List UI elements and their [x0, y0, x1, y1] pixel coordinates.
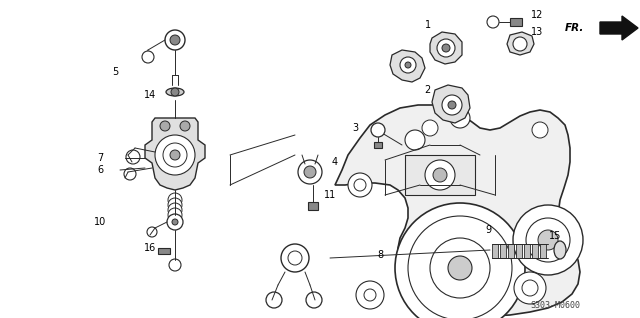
- Polygon shape: [405, 155, 475, 195]
- Polygon shape: [492, 244, 498, 258]
- Circle shape: [126, 150, 140, 164]
- Circle shape: [298, 160, 322, 184]
- Polygon shape: [600, 16, 638, 40]
- Circle shape: [171, 88, 179, 96]
- Text: 13: 13: [531, 27, 543, 37]
- Circle shape: [160, 121, 170, 131]
- Circle shape: [522, 280, 538, 296]
- Polygon shape: [374, 142, 382, 148]
- Polygon shape: [508, 244, 514, 258]
- Circle shape: [147, 227, 157, 237]
- Text: 5: 5: [112, 67, 118, 77]
- Ellipse shape: [554, 241, 566, 259]
- Polygon shape: [532, 244, 538, 258]
- Circle shape: [395, 203, 525, 318]
- Text: 14: 14: [144, 90, 156, 100]
- Circle shape: [371, 123, 385, 137]
- Circle shape: [448, 256, 472, 280]
- Circle shape: [513, 37, 527, 51]
- Circle shape: [364, 289, 376, 301]
- Circle shape: [425, 160, 455, 190]
- Circle shape: [422, 120, 438, 136]
- Circle shape: [281, 244, 309, 272]
- Polygon shape: [432, 85, 470, 123]
- Circle shape: [155, 135, 195, 175]
- Circle shape: [142, 51, 154, 63]
- Circle shape: [538, 230, 558, 250]
- Circle shape: [168, 203, 182, 217]
- Circle shape: [306, 292, 322, 308]
- Ellipse shape: [166, 88, 184, 96]
- Circle shape: [168, 193, 182, 207]
- Circle shape: [172, 219, 178, 225]
- Circle shape: [180, 121, 190, 131]
- Circle shape: [167, 214, 183, 230]
- Polygon shape: [158, 248, 170, 254]
- Circle shape: [348, 173, 372, 197]
- Circle shape: [437, 39, 455, 57]
- Circle shape: [170, 35, 180, 45]
- Circle shape: [124, 168, 136, 180]
- Circle shape: [450, 108, 470, 128]
- Circle shape: [442, 95, 462, 115]
- Circle shape: [433, 168, 447, 182]
- Circle shape: [165, 30, 185, 50]
- Circle shape: [356, 281, 384, 309]
- Circle shape: [170, 150, 180, 160]
- Text: 8: 8: [377, 250, 383, 260]
- Text: 7: 7: [97, 153, 103, 163]
- Text: 1: 1: [425, 20, 431, 30]
- Circle shape: [405, 130, 425, 150]
- Circle shape: [526, 218, 570, 262]
- Text: 3: 3: [352, 123, 358, 133]
- Circle shape: [288, 251, 302, 265]
- Circle shape: [266, 292, 282, 308]
- Polygon shape: [524, 244, 530, 258]
- Text: 11: 11: [324, 190, 336, 200]
- Text: 12: 12: [531, 10, 543, 20]
- Circle shape: [169, 259, 181, 271]
- Text: 6: 6: [97, 165, 103, 175]
- Text: 16: 16: [144, 243, 156, 253]
- Text: FR.: FR.: [564, 23, 584, 33]
- Polygon shape: [335, 105, 580, 316]
- Circle shape: [304, 166, 316, 178]
- Polygon shape: [390, 50, 425, 82]
- Text: 2: 2: [424, 85, 430, 95]
- Text: 15: 15: [549, 231, 561, 241]
- Polygon shape: [510, 18, 522, 26]
- Polygon shape: [308, 202, 318, 210]
- Polygon shape: [540, 244, 546, 258]
- Circle shape: [168, 208, 182, 222]
- Text: S303-M0600: S303-M0600: [530, 301, 580, 309]
- Circle shape: [442, 44, 450, 52]
- Text: 10: 10: [94, 217, 106, 227]
- Polygon shape: [430, 32, 462, 64]
- Circle shape: [408, 216, 512, 318]
- Circle shape: [163, 143, 187, 167]
- Polygon shape: [516, 244, 522, 258]
- Circle shape: [514, 272, 546, 304]
- Circle shape: [405, 62, 411, 68]
- Polygon shape: [145, 118, 205, 190]
- Circle shape: [430, 238, 490, 298]
- Polygon shape: [500, 244, 506, 258]
- Polygon shape: [507, 32, 534, 55]
- Text: 4: 4: [332, 157, 338, 167]
- Circle shape: [168, 198, 182, 212]
- Circle shape: [400, 57, 416, 73]
- Circle shape: [487, 16, 499, 28]
- Circle shape: [513, 205, 583, 275]
- Circle shape: [532, 122, 548, 138]
- Circle shape: [448, 101, 456, 109]
- Text: 9: 9: [485, 225, 491, 235]
- Circle shape: [354, 179, 366, 191]
